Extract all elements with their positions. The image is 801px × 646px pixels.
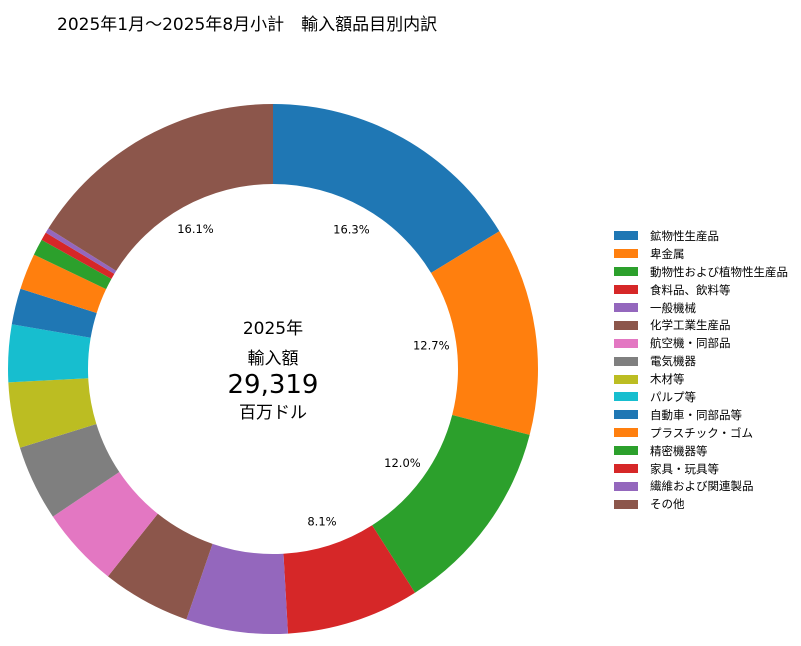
- legend-label: 航空機・同部品: [650, 336, 731, 351]
- legend-item: その他: [614, 495, 788, 513]
- legend-label: 化学工業生産品: [650, 318, 731, 333]
- slice-10: [11, 288, 97, 338]
- legend-label: 自動車・同部品等: [650, 407, 742, 422]
- legend-swatch: [614, 249, 638, 259]
- center-year: 2025年: [243, 319, 303, 339]
- slice-5: [107, 513, 213, 620]
- legend-item: 動物性および植物性生産品: [614, 263, 788, 281]
- slice-6: [52, 472, 158, 577]
- legend-label: 鉱物性生産品: [650, 228, 719, 243]
- legend-label: 精密機器等: [650, 443, 708, 458]
- slice-3: [283, 525, 415, 634]
- legend-label: 食料品、飲料等: [650, 282, 731, 297]
- legend-swatch: [614, 410, 638, 420]
- legend-swatch: [614, 320, 638, 330]
- legend-label: 電気機器: [650, 354, 696, 369]
- legend-swatch: [614, 285, 638, 295]
- legend-swatch: [614, 303, 638, 312]
- legend-swatch: [614, 374, 638, 384]
- legend-item: 食料品、飲料等: [614, 281, 788, 299]
- legend-label: その他: [650, 497, 685, 512]
- slice-13: [41, 232, 115, 279]
- slice-pct-label: 16.3%: [333, 223, 370, 237]
- chart-title: 2025年1月～2025年8月小計 輸入額品目別内訳: [57, 15, 438, 35]
- slice-0: [273, 104, 500, 273]
- legend-swatch: [614, 356, 638, 366]
- slice-15: [48, 104, 273, 271]
- legend-item: 化学工業生産品: [614, 316, 788, 334]
- legend-item: 自動車・同部品等: [614, 406, 788, 424]
- legend-item: 電気機器: [614, 352, 788, 370]
- legend-item: 航空機・同部品: [614, 334, 788, 352]
- slice-14: [45, 228, 117, 274]
- legend-label: 動物性および植物性生産品: [650, 264, 788, 279]
- legend-item: プラスチック・ゴム: [614, 424, 788, 442]
- legend-item: 木材等: [614, 370, 788, 388]
- legend-swatch: [614, 338, 638, 348]
- slice-12: [33, 239, 112, 290]
- legend-label: プラスチック・ゴム: [650, 425, 754, 440]
- center-label: 輸入額: [248, 349, 299, 369]
- legend-label: 木材等: [650, 372, 685, 387]
- slice-2: [372, 415, 530, 593]
- slice-pct-label: 12.0%: [384, 456, 421, 470]
- legend-swatch: [614, 499, 638, 509]
- legend-swatch: [614, 392, 638, 402]
- legend-label: 家具・玩具等: [650, 461, 719, 476]
- slice-pct-label: 12.7%: [413, 338, 450, 352]
- legend-item: 卑金属: [614, 245, 788, 263]
- slice-pct-label: 8.1%: [307, 514, 336, 528]
- legend-item: 家具・玩具等: [614, 460, 788, 478]
- legend-item: 精密機器等: [614, 442, 788, 460]
- legend-label: 卑金属: [650, 246, 685, 261]
- legend: 鉱物性生産品 卑金属動物性および植物性生産品 食料品、飲料等 一般機械化学工業生産品航…: [614, 227, 788, 513]
- legend-label: パルプ等: [650, 389, 696, 404]
- slice-8: [8, 378, 97, 448]
- center-value: 29,319: [228, 370, 319, 400]
- legend-item: パルプ等: [614, 388, 788, 406]
- legend-label: 繊維および関連製品: [650, 479, 754, 494]
- legend-swatch: [614, 481, 638, 491]
- legend-item: 一般機械: [614, 299, 788, 317]
- slice-pct-label: 16.1%: [177, 222, 214, 236]
- center-unit: 百万ドル: [239, 403, 307, 423]
- legend-item: 繊維および関連製品: [614, 477, 788, 495]
- slice-1: [431, 231, 538, 435]
- legend-swatch: [614, 446, 638, 456]
- legend-label: 一般機械: [650, 300, 696, 315]
- legend-swatch: [614, 231, 638, 241]
- slice-11: [20, 254, 107, 313]
- legend-item: 鉱物性生産品: [614, 227, 788, 245]
- slice-7: [19, 423, 120, 517]
- legend-swatch: [614, 267, 638, 277]
- slice-9: [7, 324, 91, 383]
- legend-swatch: [614, 464, 638, 474]
- legend-swatch: [614, 428, 638, 438]
- slice-4: [186, 543, 288, 634]
